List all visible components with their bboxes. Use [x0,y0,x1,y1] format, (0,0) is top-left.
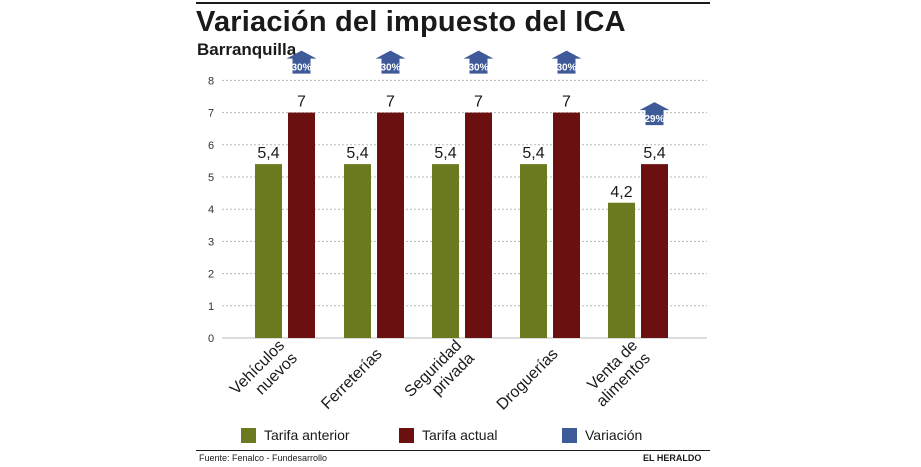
y-tick-label-4: 4 [208,204,214,216]
variation-arrow-venta-de-alimentos [639,102,670,126]
variation-label-vehiculos-nuevos: 30% [291,63,311,74]
bar-tarifa-anterior-vehiculos-nuevos [255,164,282,338]
legend-swatch-tarifa-actual [399,427,414,443]
footer-rule [196,450,710,451]
legend-swatch-tarifa-anterior [241,427,256,443]
bar-tarifa-anterior-venta-de-alimentos [608,202,635,338]
data-label-tarifa-actual-ferreterias: 7 [386,94,395,111]
bar-tarifa-actual-droguerias [553,112,580,338]
x-tick-label-venta-de-alimentos: Venta dealimentos [581,337,654,410]
legend-item-tarifa-anterior: Tarifa anterior [241,427,350,443]
data-label-tarifa-anterior-vehiculos-nuevos: 5,4 [257,145,279,162]
variation-arrow-seguridad-privada [463,50,494,74]
legend-item-variacion: Variación [562,427,642,443]
bar-tarifa-actual-vehiculos-nuevos [288,112,315,338]
x-tick-label-ferreterias: Ferreterías [318,346,385,413]
chart-subtitle: Barranquilla [197,40,297,59]
data-label-tarifa-anterior-droguerias: 5,4 [522,145,544,162]
bar-tarifa-actual-seguridad-privada [465,112,492,338]
y-tick-label-2: 2 [208,269,214,281]
data-label-tarifa-actual-seguridad-privada: 7 [474,94,483,111]
title-rule [196,2,710,4]
data-label-tarifa-actual-venta-de-alimentos: 5,4 [643,145,665,162]
variation-label-droguerias: 30% [556,63,576,74]
legend-item-tarifa-actual: Tarifa actual [399,427,497,443]
y-tick-label-7: 7 [208,108,214,120]
y-tick-label-1: 1 [208,301,214,313]
bar-tarifa-actual-venta-de-alimentos [641,164,668,338]
variation-label-ferreterias: 30% [380,63,400,74]
brand-label: EL HERALDO [643,453,702,463]
data-label-tarifa-actual-vehiculos-nuevos: 7 [297,94,306,111]
data-label-tarifa-actual-droguerias: 7 [562,94,571,111]
y-tick-label-5: 5 [208,172,214,184]
source-note: Fuente: Fenalco - Fundesarrollo [199,453,328,463]
variation-arrow-vehiculos-nuevos [286,50,317,74]
legend-label-variacion: Variación [585,427,643,443]
legend-label-tarifa-actual: Tarifa actual [422,427,498,443]
variation-arrow-droguerias [551,50,582,74]
variation-label-seguridad-privada: 30% [468,63,488,74]
legend-swatch-variacion [562,427,577,443]
data-label-tarifa-anterior-ferreterias: 5,4 [346,145,368,162]
y-tick-label-3: 3 [208,236,214,248]
bar-tarifa-anterior-seguridad-privada [432,164,459,338]
bar-tarifa-anterior-droguerias [520,164,547,338]
x-tick-label-seguridad-privada: Seguridadprivada [402,337,478,413]
data-label-tarifa-anterior-seguridad-privada: 5,4 [434,145,456,162]
x-tick-label-droguerias: Droguerías [494,346,562,414]
variation-label-venta-de-alimentos: 29% [644,114,664,125]
x-tick-label-vehiculos-nuevos: Vehículosnuevos [227,337,301,411]
x-tick-label-line: Droguerías [494,346,562,414]
y-tick-label-0: 0 [208,333,214,345]
y-tick-label-6: 6 [208,140,214,152]
variation-arrow-ferreterias [375,50,406,74]
data-label-tarifa-anterior-venta-de-alimentos: 4,2 [610,184,632,201]
x-tick-label-line: Ferreterías [318,346,385,413]
bar-tarifa-anterior-ferreterias [344,164,371,338]
chart-title: Variación del impuesto del ICA [196,6,626,38]
legend-label-tarifa-anterior: Tarifa anterior [264,427,350,443]
y-tick-label-8: 8 [208,75,214,87]
bar-tarifa-actual-ferreterias [377,112,404,338]
